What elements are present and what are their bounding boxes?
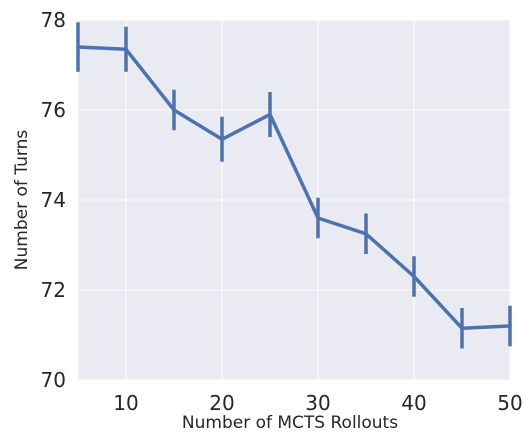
x-axis-label: Number of MCTS Rollouts (182, 413, 398, 433)
data-point (412, 275, 416, 278)
data-point (124, 47, 128, 51)
x-tick-label: 40 (401, 391, 426, 415)
data-point (364, 232, 368, 236)
y-tick-label: 74 (41, 188, 66, 212)
x-tick-label: 30 (305, 391, 330, 415)
x-tick-labels: 10 20 30 40 50 (113, 391, 522, 415)
data-point (316, 216, 320, 220)
series-layer (76, 22, 512, 349)
data-point (268, 113, 272, 116)
data-point (172, 108, 176, 112)
x-tick-label: 10 (113, 391, 138, 415)
data-point (76, 45, 80, 49)
y-tick-labels: 70 72 74 76 78 (41, 8, 66, 392)
data-point (508, 324, 512, 328)
x-tick-label: 50 (497, 391, 522, 415)
y-axis-label: Number of Turns (12, 130, 32, 271)
y-tick-label: 72 (41, 278, 66, 302)
data-point (460, 326, 464, 330)
series-line (76, 45, 512, 330)
y-tick-label: 70 (41, 368, 66, 392)
x-tick-label: 20 (209, 391, 234, 415)
y-tick-label: 78 (41, 8, 66, 32)
y-tick-label: 76 (41, 98, 66, 122)
data-point (220, 137, 224, 141)
